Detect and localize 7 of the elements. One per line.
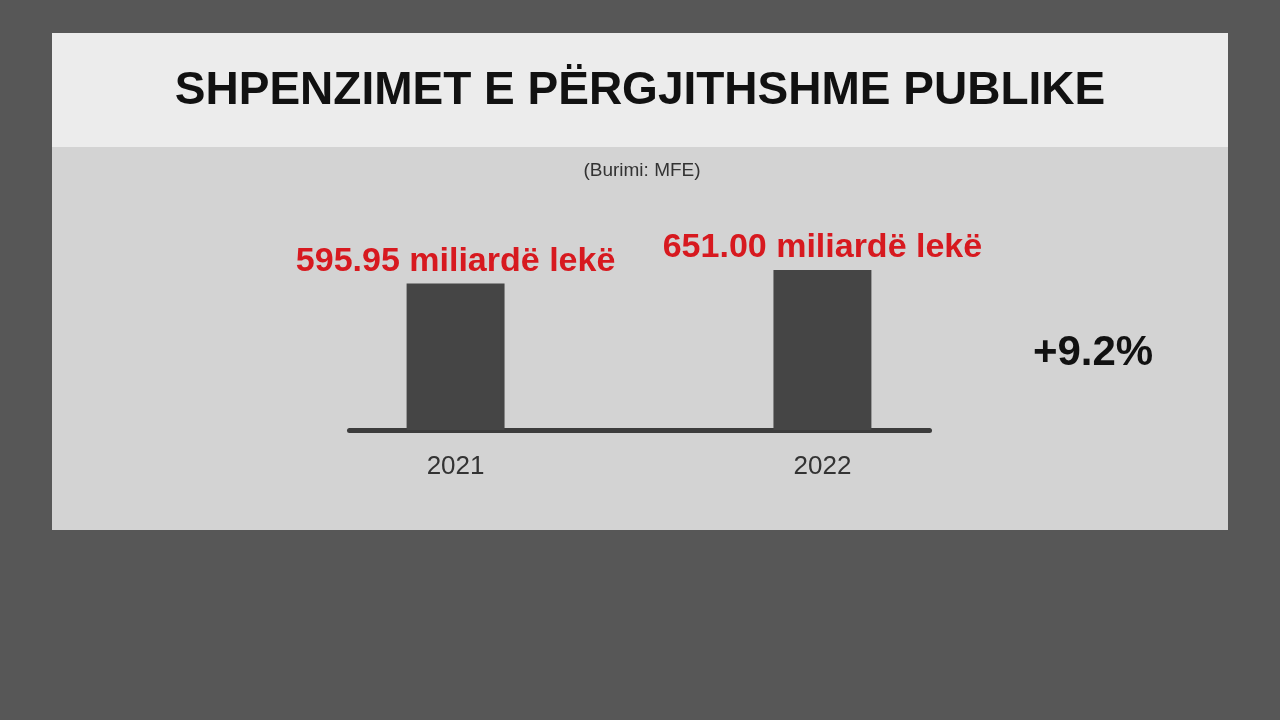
chart-title: SHPENZIMET E PËRGJITHSHME PUBLIKE: [174, 62, 1106, 114]
x-tick-label: 2022: [793, 449, 852, 480]
data-label: 595.95 miliardë lekë: [295, 239, 616, 278]
text: +9.2%: [1032, 327, 1154, 374]
x-tick-label: 2021: [426, 449, 485, 480]
text: (Burimi: MFE): [583, 159, 701, 180]
data-label: 651.00 miliardë lekë: [662, 226, 983, 264]
